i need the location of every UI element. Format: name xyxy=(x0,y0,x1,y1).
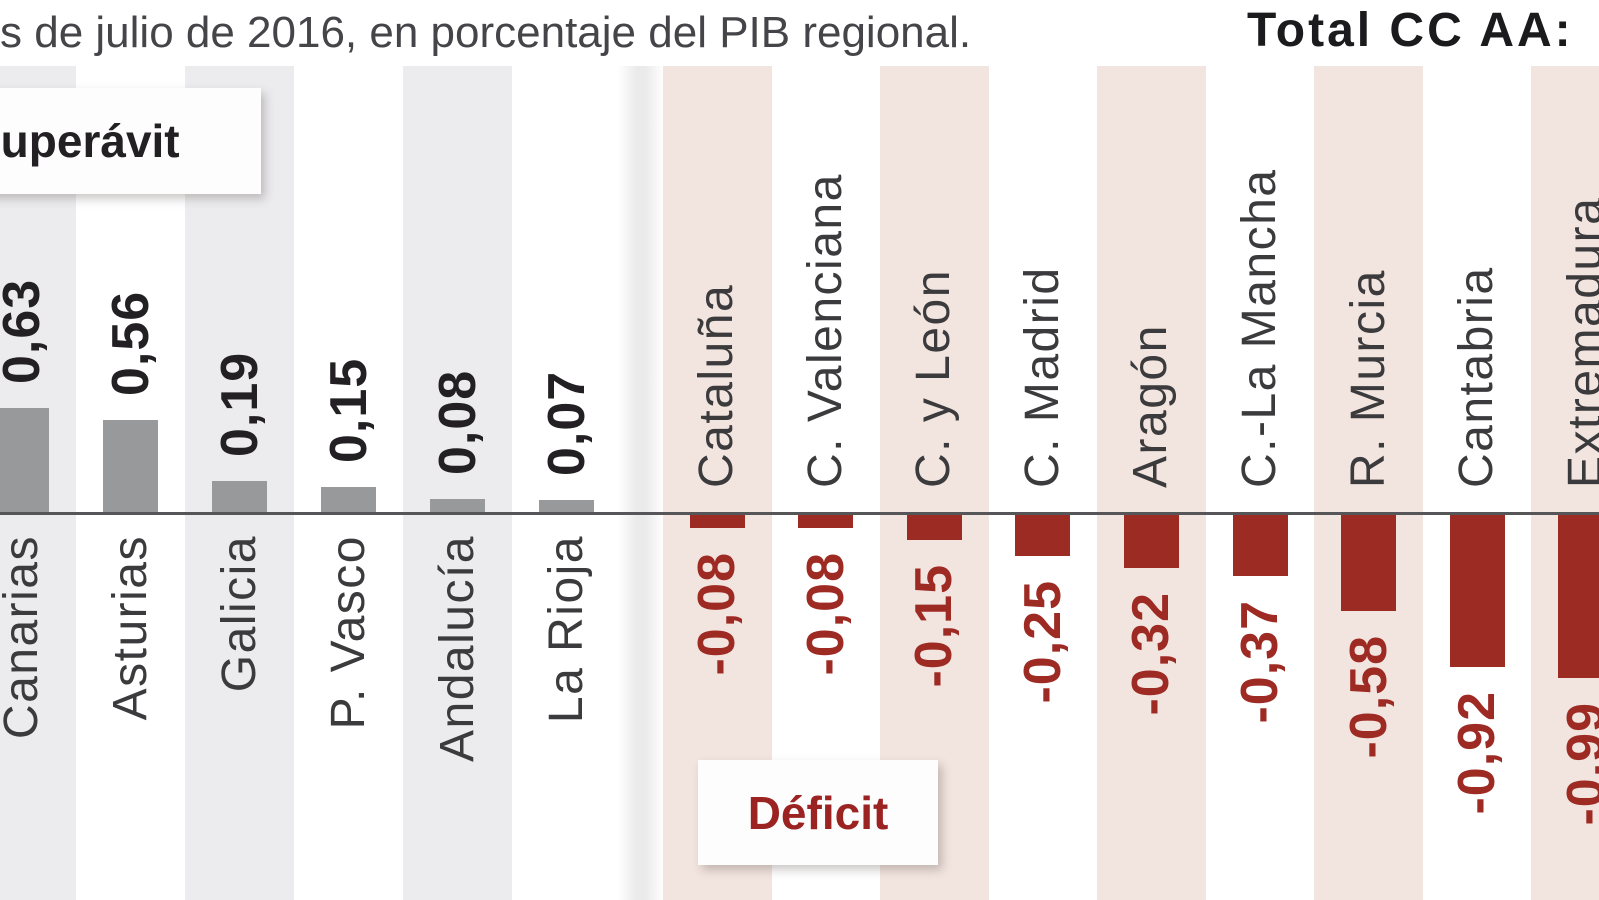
category-label: Galicia xyxy=(212,535,266,693)
category-label: Andalucía xyxy=(430,535,484,762)
category-label: Canarias xyxy=(0,535,48,740)
value-label: 0,08 xyxy=(428,369,487,475)
deficit-bar xyxy=(1558,515,1599,678)
value-label: -0,99 xyxy=(1556,702,1599,826)
category-label: La Rioja xyxy=(539,535,593,724)
value-label: -0,92 xyxy=(1448,691,1507,815)
category-label: P. Vasco xyxy=(321,535,375,730)
category-label: R. Murcia xyxy=(1341,269,1395,488)
column-stripe xyxy=(1531,66,1599,900)
deficit-bar xyxy=(1449,515,1505,667)
section-divider-shading xyxy=(618,66,664,900)
surplus-bar xyxy=(212,481,267,512)
deficit-bar xyxy=(1232,515,1288,576)
category-label: C. Madrid xyxy=(1015,266,1069,488)
value-label: -0,32 xyxy=(1122,592,1181,716)
surplus-legend-badge: Superávit xyxy=(0,88,261,194)
category-label: Asturias xyxy=(103,535,157,721)
column-stripe xyxy=(1096,66,1206,900)
chart-title-total-label: Total CC AA: xyxy=(1247,4,1574,57)
category-label: Aragón xyxy=(1124,324,1178,488)
value-label: 0,15 xyxy=(319,357,378,463)
deficit-legend-badge: Déficit xyxy=(698,760,938,865)
surplus-bar xyxy=(539,500,594,512)
surplus-bar xyxy=(103,420,158,512)
value-label: -0,37 xyxy=(1231,600,1289,724)
surplus-bar xyxy=(430,499,485,512)
category-label: C. y León xyxy=(907,269,961,488)
deficit-bar xyxy=(1123,515,1179,568)
column-stripe xyxy=(1314,66,1424,900)
category-label: Cataluña xyxy=(690,283,743,488)
category-label: C.-La Mancha xyxy=(1233,168,1286,488)
chart-title: s de julio de 2016, en porcentaje del PI… xyxy=(0,8,972,57)
value-label: -0,58 xyxy=(1339,635,1398,759)
surplus-bar xyxy=(321,487,376,512)
zero-axis-line xyxy=(0,512,1599,515)
deficit-legend-label: Déficit xyxy=(747,786,889,839)
value-label: -0,08 xyxy=(796,552,855,676)
deficit-bar xyxy=(1341,515,1397,611)
value-label: 0,19 xyxy=(210,351,269,457)
deficit-bar xyxy=(906,515,962,540)
surplus-bar xyxy=(0,408,49,512)
deficit-bar xyxy=(798,515,854,528)
value-label: 0,07 xyxy=(537,370,596,476)
column-stripe xyxy=(403,66,512,900)
category-label: Cantabria xyxy=(1450,266,1504,488)
category-label: Extremadura xyxy=(1558,196,1599,488)
value-label: -0,08 xyxy=(688,552,746,676)
category-label: C. Valenciana xyxy=(798,173,852,488)
surplus-legend-label: Superávit xyxy=(0,115,180,167)
value-label: -0,25 xyxy=(1013,580,1072,704)
deficit-bar xyxy=(689,515,745,528)
deficit-bar xyxy=(1015,515,1071,556)
